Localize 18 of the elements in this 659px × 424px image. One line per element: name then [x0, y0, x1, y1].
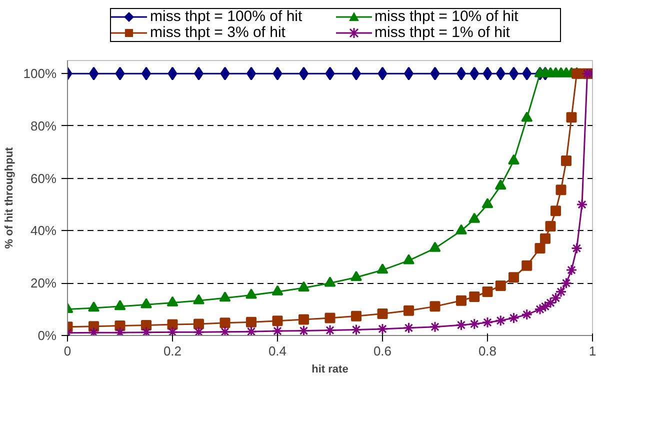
- y-tick-label: 20%: [30, 276, 57, 291]
- y-tick-label: 80%: [30, 118, 57, 134]
- x-tick-label: 0.8: [478, 344, 497, 358]
- y-axis-title: % of hit throughput: [3, 146, 16, 249]
- x-tick-label: 1: [588, 344, 596, 358]
- y-tick-label: 100%: [23, 66, 57, 82]
- x-tick-label: 0.4: [268, 344, 287, 358]
- x-tick-label: 0: [64, 344, 72, 358]
- legend-label: miss thpt = 3% of hit: [150, 24, 286, 42]
- x-tick-label: 0.6: [373, 344, 392, 358]
- legend-label: miss thpt = 1% of hit: [374, 24, 510, 42]
- y-tick-label: 0%: [38, 328, 57, 343]
- x-axis-title: hit rate: [312, 364, 348, 376]
- legend-label: miss thpt = 100% of hit: [150, 8, 302, 26]
- y-tick-label: 40%: [30, 223, 57, 238]
- x-tick-label: 0.2: [163, 344, 182, 358]
- legend-label: miss thpt = 10% of hit: [374, 8, 518, 26]
- y-tick-label: 60%: [30, 170, 57, 186]
